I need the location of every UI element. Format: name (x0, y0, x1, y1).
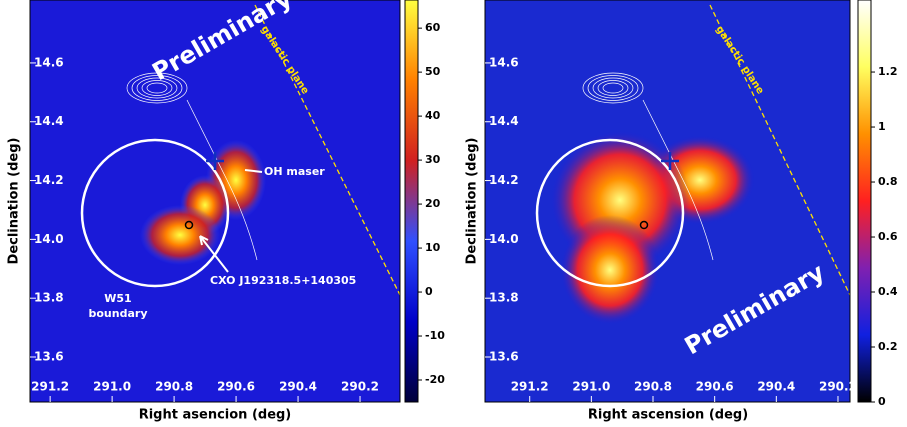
y-tick-label: 14.6 (489, 55, 519, 69)
colorbar-tick-label: 0.6 (878, 230, 898, 243)
y-tick-label: 13.6 (489, 350, 519, 364)
x-tick-label: 290.6 (696, 380, 734, 394)
annotation-line: W51 (104, 292, 131, 305)
annotation: OH maser (264, 165, 325, 178)
y-tick-label: 14.4 (34, 114, 64, 128)
x-axis-label: Right ascension (deg) (588, 408, 748, 423)
galactic-plane-line (709, 4, 851, 296)
colorbar-tick-label: -10 (425, 329, 445, 342)
contour (642, 99, 714, 261)
colorbar-tick-label: 1 (878, 120, 886, 133)
cxo-source (639, 220, 649, 230)
plot-frame (484, 0, 851, 403)
x-tick-label: 290.8 (155, 380, 193, 394)
colorbar-tick-label: 50 (425, 65, 441, 78)
contour (146, 82, 168, 94)
y-tick-label: 14.2 (34, 173, 64, 187)
x-tick-label: 290.8 (634, 380, 672, 394)
contour (186, 99, 258, 261)
emission (140, 205, 220, 265)
colorbar (857, 0, 872, 403)
oh-maser-cross (661, 152, 679, 170)
y-tick-label: 13.8 (489, 291, 519, 305)
annotation-arrow (244, 169, 263, 173)
w51-circle (535, 138, 685, 288)
contour (592, 77, 634, 99)
y-tick-label: 14.6 (34, 55, 64, 69)
oh-maser-cross (206, 152, 224, 170)
contour (141, 80, 173, 96)
colorbar-tick-label: 0.2 (878, 340, 898, 353)
x-axis-label: Right asencion (deg) (139, 408, 292, 423)
annotation-line: boundary (89, 307, 148, 320)
x-tick-label: 290.6 (217, 380, 255, 394)
x-tick-label: 291.0 (572, 380, 610, 394)
galactic-plane-line (254, 4, 401, 296)
x-tick-label: 291.2 (511, 380, 549, 394)
contour (597, 80, 629, 96)
plot-frame (29, 0, 401, 403)
colorbar-tick-label: 30 (425, 153, 441, 166)
y-tick-label: 14.4 (489, 114, 519, 128)
y-tick-label: 14.0 (34, 232, 64, 246)
emission (560, 215, 660, 325)
y-tick-label: 14.0 (489, 232, 519, 246)
colorbar-tick-label: 0 (425, 285, 433, 298)
cxo-source (184, 220, 194, 230)
y-tick-label: 14.2 (489, 173, 519, 187)
annotation: CXO J192318.5+140305 (210, 274, 356, 287)
contour (582, 72, 644, 104)
y-axis-label: Declination (deg) (7, 138, 22, 265)
colorbar-tick-label: 10 (425, 241, 441, 254)
y-axis-label: Declination (deg) (465, 138, 480, 265)
x-tick-label: 291.2 (31, 380, 69, 394)
contour (131, 75, 183, 101)
y-tick-label: 13.6 (34, 350, 64, 364)
contour (587, 75, 639, 101)
contour (126, 72, 188, 104)
annotation-arrow (199, 235, 229, 273)
contour (136, 77, 178, 99)
colorbar-tick-label: 40 (425, 109, 441, 122)
x-tick-label: 290.2 (819, 380, 857, 394)
colorbar-tick-label: 0.4 (878, 285, 898, 298)
colorbar-tick-label: 0 (878, 395, 886, 408)
colorbar-tick-label: 1.2 (878, 65, 898, 78)
x-tick-label: 290.4 (757, 380, 795, 394)
colorbar (404, 0, 419, 403)
x-tick-label: 291.0 (93, 380, 131, 394)
w51-circle (80, 138, 230, 288)
colorbar-tick-label: 0.8 (878, 175, 898, 188)
colorbar-tick-label: -20 (425, 373, 445, 386)
contour (602, 82, 624, 94)
colorbar-tick-label: 20 (425, 197, 441, 210)
annotation: W51 boundary (89, 292, 148, 320)
y-tick-label: 13.8 (34, 291, 64, 305)
x-tick-label: 290.2 (341, 380, 379, 394)
x-tick-label: 290.4 (279, 380, 317, 394)
colorbar-tick-label: 60 (425, 21, 441, 34)
